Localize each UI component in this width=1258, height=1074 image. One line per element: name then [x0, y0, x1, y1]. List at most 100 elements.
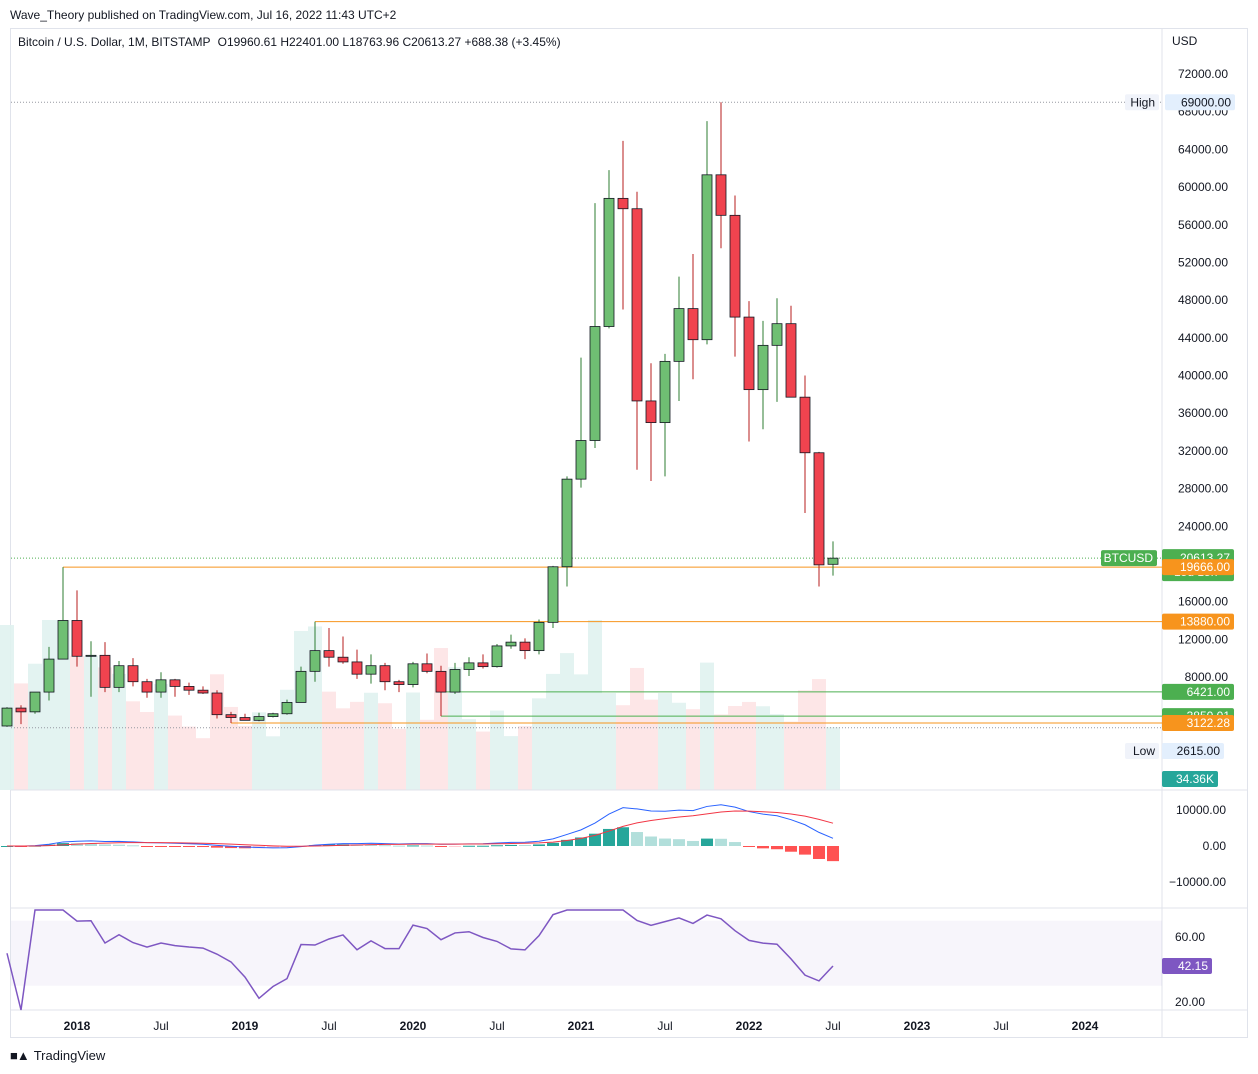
candle-body[interactable] [757, 344, 769, 391]
candle-body[interactable] [295, 670, 307, 703]
candle-body[interactable] [771, 323, 783, 346]
candle-body[interactable] [337, 656, 349, 663]
candle-body[interactable] [43, 658, 55, 693]
chart-legend: Bitcoin / U.S. Dollar, 1M, BITSTAMP O199… [18, 35, 561, 49]
candle-body[interactable] [211, 692, 223, 716]
candle-body[interactable] [225, 714, 237, 718]
candle-body[interactable] [533, 621, 545, 652]
rsi-tick-label: 60.00 [1175, 930, 1205, 944]
candle-body[interactable] [743, 316, 755, 391]
low-value-label: 2615.00 [1162, 743, 1224, 759]
volume-bar [784, 721, 798, 790]
horizontal-levels[interactable] [63, 566, 1162, 724]
volume-bar [588, 620, 602, 790]
low-value-label-text: 2615.00 [1177, 744, 1221, 758]
candle-body[interactable] [267, 713, 279, 717]
macd-histogram-bar [407, 845, 419, 847]
candle-body[interactable] [729, 214, 741, 318]
candle-body[interactable] [547, 566, 559, 623]
candles[interactable] [1, 102, 839, 727]
candle-body[interactable] [491, 645, 503, 668]
candle-body[interactable] [701, 174, 713, 341]
level-price-label-text: 19666.00 [1180, 560, 1230, 574]
candle-body[interactable] [827, 557, 839, 565]
last-symbol-label-bg [1101, 550, 1157, 567]
candle-body[interactable] [449, 669, 461, 693]
candle-body[interactable] [183, 686, 195, 691]
tradingview-logo[interactable]: ■▲ TradingView [10, 1048, 105, 1063]
candle-body[interactable] [505, 641, 517, 647]
candle-body[interactable] [603, 197, 615, 327]
price-axis[interactable]: USD72000.0068000.0064000.0060000.0056000… [1169, 34, 1228, 1009]
macd-histogram-bar [169, 846, 181, 847]
high-label-text: High [1130, 95, 1155, 109]
candle-body[interactable] [253, 716, 265, 721]
candle-body[interactable] [561, 478, 573, 568]
macd-tick-label: 0.00 [1203, 839, 1227, 853]
candle-body[interactable] [617, 197, 629, 210]
candle-body[interactable] [379, 665, 391, 683]
candle-body[interactable] [365, 665, 377, 675]
volume-bar [574, 674, 588, 790]
candle-body[interactable] [155, 679, 167, 693]
macd-pane [1, 804, 839, 862]
candle-body[interactable] [645, 400, 657, 424]
candle-body[interactable] [141, 681, 153, 693]
candle-body[interactable] [799, 396, 811, 454]
volume-bar [252, 712, 266, 790]
volume-bar [378, 703, 392, 790]
candle-body[interactable] [351, 661, 363, 675]
candle-body[interactable] [435, 670, 447, 693]
candle-body[interactable] [309, 650, 321, 672]
macd-histogram-bar [799, 846, 811, 855]
time-axis[interactable]: 2018 Jul 2019 Jul 2020 Jul 2021 Jul 2022 Jul 2023 J… [64, 1019, 1099, 1033]
volume-bar [602, 693, 616, 790]
time-tick-label: Jul [489, 1019, 504, 1033]
macd-histogram-bar [589, 833, 601, 846]
candle-body[interactable] [169, 679, 181, 687]
volume-bar [546, 673, 560, 790]
candle-body[interactable] [29, 691, 41, 713]
candle-body[interactable] [463, 662, 475, 670]
candle-body[interactable] [687, 308, 699, 341]
candle-body[interactable] [393, 681, 405, 685]
time-tick-label: Jul [321, 1019, 336, 1033]
candle-body[interactable] [575, 440, 587, 480]
candle-body[interactable] [127, 665, 139, 683]
volume-value-label: 34.36K [1162, 771, 1218, 787]
candle-body[interactable] [421, 663, 433, 672]
candle-body[interactable] [813, 452, 825, 566]
candle-body[interactable] [197, 689, 209, 694]
candle-body[interactable] [85, 654, 97, 657]
legend-ohlc: O19960.61 H22401.00 L18763.96 C20613.27 … [217, 35, 561, 49]
candle-body[interactable] [113, 665, 125, 688]
macd-histogram-bar [211, 846, 223, 848]
candle-body[interactable] [15, 707, 27, 713]
candle-body[interactable] [519, 641, 531, 652]
candle-body[interactable] [631, 208, 643, 402]
candle-body[interactable] [281, 702, 293, 715]
rsi-band [11, 920, 1162, 986]
high-label: High [1125, 94, 1159, 111]
candle-body[interactable] [239, 717, 251, 721]
chart-frame [10, 28, 1248, 1038]
candle-body[interactable] [323, 650, 335, 658]
candle-body[interactable] [1, 707, 13, 727]
volume-value-label-bg [1162, 771, 1218, 787]
candle-body[interactable] [715, 174, 727, 216]
candle-body[interactable] [785, 323, 797, 398]
candle-body[interactable] [673, 308, 685, 362]
price-tick-label: 12000.00 [1178, 632, 1228, 646]
macd-histogram-bar [85, 843, 97, 846]
macd-histogram-bar [435, 846, 447, 847]
candle-body[interactable] [659, 360, 671, 424]
volume-bar [322, 691, 336, 790]
candle-body[interactable] [477, 662, 489, 668]
candle-body[interactable] [71, 620, 83, 657]
candle-body[interactable] [99, 654, 111, 688]
candle-body[interactable] [407, 663, 419, 685]
macd-histogram-bar [533, 844, 545, 846]
candle-body[interactable] [57, 620, 69, 660]
candle-body[interactable] [589, 326, 601, 441]
